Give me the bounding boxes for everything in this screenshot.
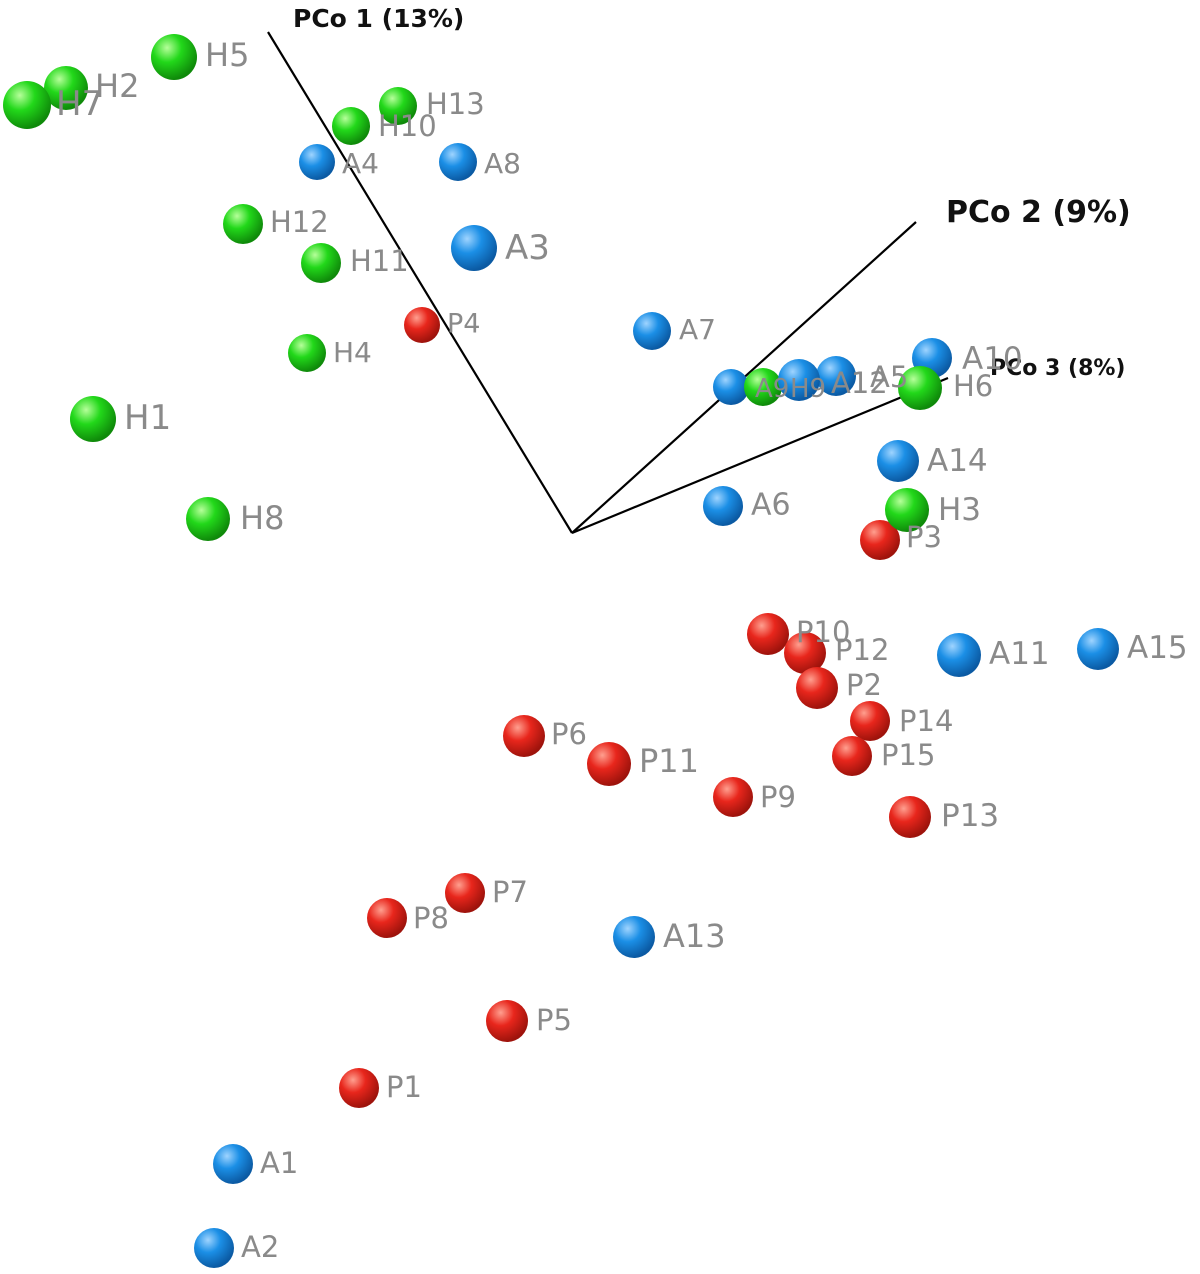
point-h12: [223, 204, 263, 244]
point-h5: [151, 34, 197, 80]
point-label-a7: A7: [679, 313, 716, 346]
point-label-a14: A14: [927, 443, 988, 479]
point-a9: [713, 369, 749, 405]
point-label-p13: P13: [941, 798, 999, 834]
point-label-h7: H7: [56, 84, 103, 124]
point-p9: [713, 777, 753, 817]
point-h2: [44, 66, 88, 110]
point-label-h4: H4: [333, 336, 372, 369]
point-p1: [339, 1068, 379, 1108]
point-a5: [816, 356, 856, 396]
point-label-h13: H13: [426, 87, 485, 121]
pco2-axis-label: PCo 2 (9%): [946, 195, 1131, 230]
point-p2: [796, 667, 838, 709]
point-p12: [784, 632, 826, 674]
point-p11: [587, 742, 631, 786]
point-a1: [213, 1144, 253, 1184]
point-label-p2: P2: [846, 668, 882, 702]
point-label-a5: A5: [870, 360, 908, 394]
point-label-h6: H6: [953, 369, 993, 403]
point-label-h8: H8: [240, 499, 284, 537]
pco1-axis-line: [267, 31, 573, 534]
point-p14: [850, 701, 890, 741]
point-p8: [367, 898, 407, 938]
point-a3: [451, 225, 497, 271]
point-label-p1: P1: [386, 1070, 422, 1104]
point-a14: [877, 440, 919, 482]
point-label-p6: P6: [551, 717, 587, 751]
point-p5: [486, 1000, 528, 1042]
point-a15: [1077, 628, 1119, 670]
point-a7: [633, 312, 671, 350]
point-label-a2: A2: [241, 1230, 279, 1264]
point-label-p12: P12: [835, 633, 889, 667]
point-label-p3: P3: [906, 520, 942, 554]
point-label-h9: H9: [790, 374, 826, 404]
point-h1: [70, 396, 116, 442]
point-label-h2: H2: [95, 67, 139, 105]
point-label-h12: H12: [270, 205, 329, 239]
point-p10: [747, 613, 789, 655]
point-h3: [885, 488, 929, 532]
point-label-h5: H5: [205, 36, 249, 74]
point-label-a8: A8: [484, 147, 521, 180]
point-label-a6: A6: [751, 488, 791, 523]
point-p3: [860, 520, 900, 560]
point-p4: [404, 307, 440, 343]
point-label-h11: H11: [350, 244, 409, 278]
point-p13: [889, 796, 931, 838]
point-label-p7: P7: [492, 875, 528, 909]
point-label-p11: P11: [639, 742, 699, 780]
point-label-a9: A9: [755, 374, 789, 404]
point-label-p4: P4: [447, 308, 480, 339]
point-h4: [288, 334, 326, 372]
point-label-h1: H1: [124, 398, 171, 438]
point-label-p5: P5: [536, 1003, 572, 1037]
point-label-a12: A12: [831, 366, 888, 400]
pco1-axis-label: PCo 1 (13%): [293, 4, 464, 33]
point-a12: [778, 359, 820, 401]
point-h13: [379, 87, 417, 125]
point-label-a4: A4: [342, 147, 379, 180]
pco3-axis-label: PCo 3 (8%): [990, 356, 1125, 381]
point-a2: [194, 1228, 234, 1268]
point-label-a1: A1: [260, 1146, 298, 1180]
point-label-h3: H3: [938, 492, 981, 528]
pco3-axis-line: [571, 376, 949, 535]
point-label-a10: A10: [962, 341, 1023, 377]
point-h8: [186, 497, 230, 541]
point-label-p9: P9: [760, 780, 796, 814]
point-h9: [744, 368, 782, 406]
axes: PCo 1 (13%) PCo 2 (9%) PCo 3 (8%): [267, 4, 1131, 535]
point-label-a11: A11: [989, 636, 1050, 672]
point-label-p8: P8: [413, 901, 449, 935]
point-h11: [301, 243, 341, 283]
point-label-p15: P15: [881, 738, 935, 772]
point-a4: [299, 144, 335, 180]
point-h7: [3, 81, 51, 129]
point-p6: [503, 715, 545, 757]
point-label-p10: P10: [796, 615, 850, 649]
point-label-a3: A3: [505, 228, 550, 268]
point-a13: [613, 916, 655, 958]
point-label-a15: A15: [1127, 630, 1188, 666]
point-p7: [445, 873, 485, 913]
point-label-a13: A13: [663, 917, 726, 955]
point-a6: [703, 486, 743, 526]
point-h10: [332, 107, 370, 145]
point-label-p14: P14: [899, 704, 953, 738]
point-h6: [898, 366, 942, 410]
point-a11: [937, 633, 981, 677]
point-label-h10: H10: [378, 109, 437, 143]
point-a8: [439, 143, 477, 181]
point-p15: [832, 736, 872, 776]
